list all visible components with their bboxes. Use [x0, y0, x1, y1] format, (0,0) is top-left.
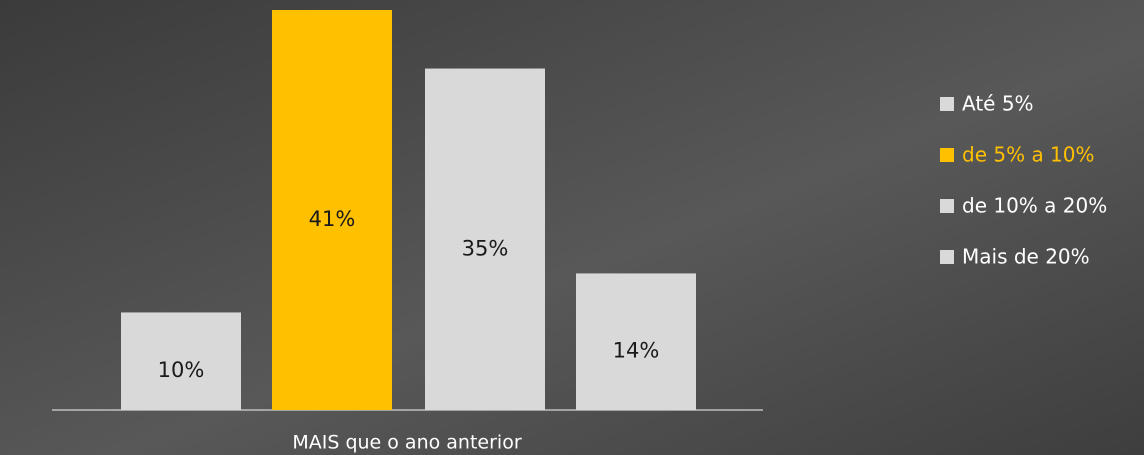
- legend-swatch: [940, 199, 954, 213]
- value-label: 10%: [158, 358, 205, 382]
- legend-label: de 5% a 10%: [962, 143, 1095, 167]
- value-label: 35%: [462, 236, 509, 260]
- legend-label: de 10% a 20%: [962, 194, 1107, 218]
- chart: MAIS que o ano anterior 10% Até 5% 41% de 5…: [0, 0, 1144, 455]
- page: MAIS que o ano anterior 10% Até 5% 41% de 5…: [0, 0, 1144, 455]
- legend-swatch: [940, 97, 954, 111]
- value-label: 14%: [613, 339, 660, 363]
- category-label: MAIS que o ano anterior: [292, 432, 521, 454]
- legend-label: Até 5%: [962, 92, 1034, 116]
- legend-label: Mais de 20%: [962, 245, 1090, 269]
- value-label: 41%: [309, 207, 356, 231]
- legend-swatch: [940, 250, 954, 264]
- legend-swatch: [940, 148, 954, 162]
